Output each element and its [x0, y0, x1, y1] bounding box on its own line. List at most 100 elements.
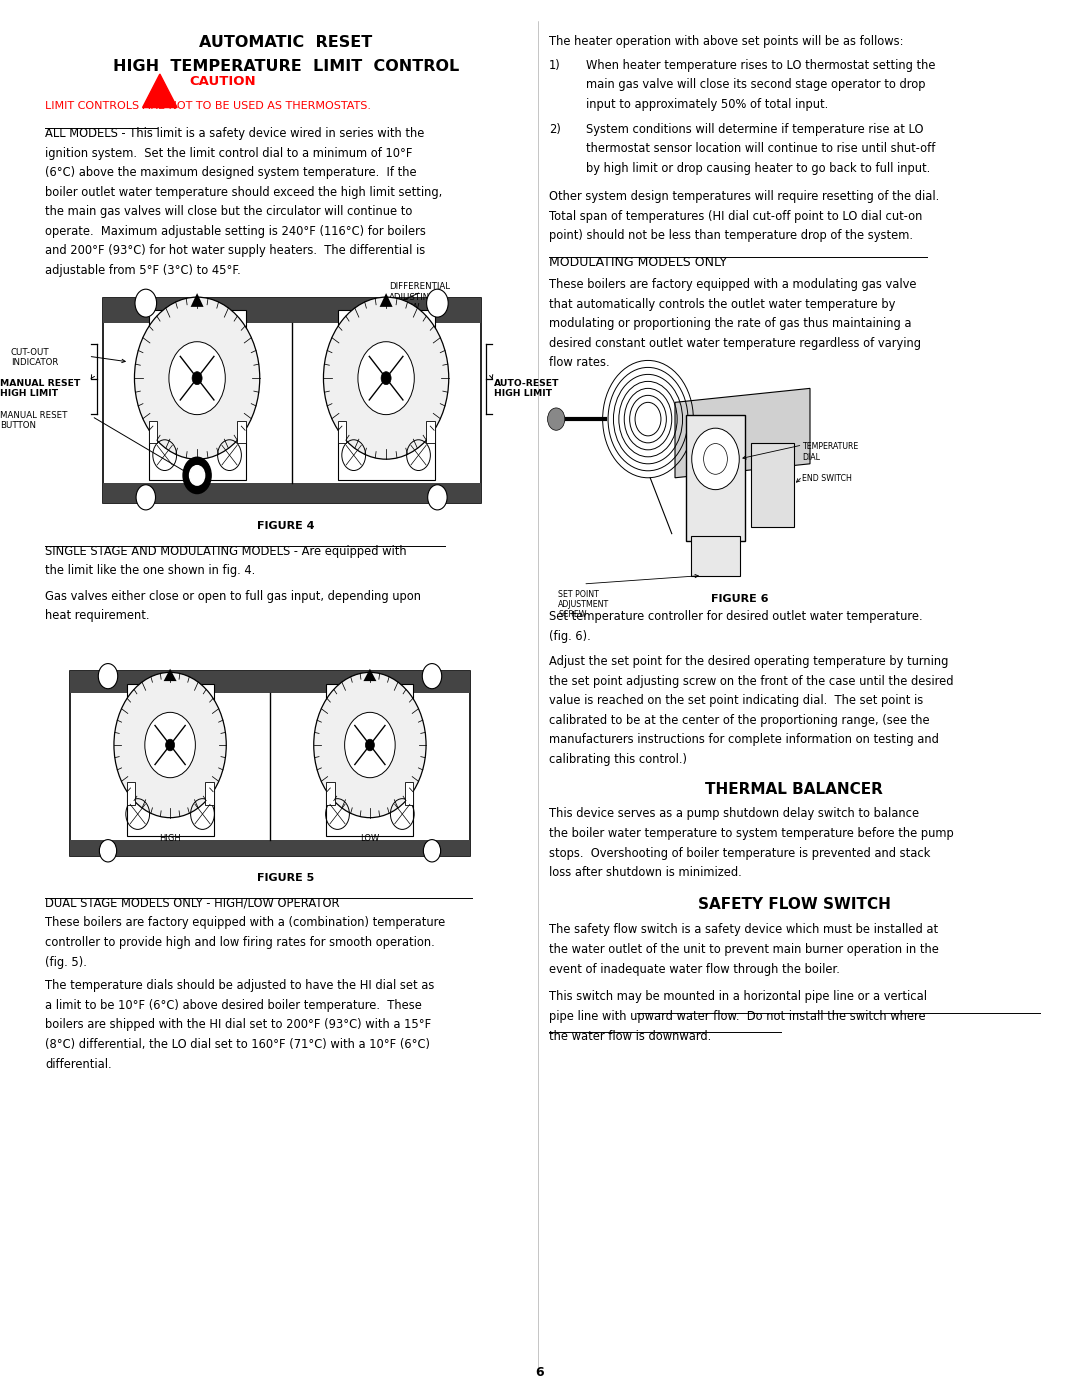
Bar — [149, 310, 245, 479]
Bar — [103, 298, 481, 503]
Text: These boilers are factory equipped with a modulating gas valve: These boilers are factory equipped with … — [549, 278, 916, 291]
Text: Other system design temperatures will require resetting of the dial.: Other system design temperatures will re… — [549, 190, 939, 203]
Text: calibrating this control.): calibrating this control.) — [549, 753, 687, 766]
Polygon shape — [675, 388, 810, 478]
Text: These boilers are factory equipped with a (combination) temperature: These boilers are factory equipped with … — [45, 916, 446, 929]
Text: the water outlet of the unit to prevent main burner operation in the: the water outlet of the unit to prevent … — [549, 943, 939, 956]
Text: THERMAL BALANCER: THERMAL BALANCER — [705, 782, 883, 798]
Text: The heater operation with above set points will be as follows:: The heater operation with above set poin… — [549, 35, 903, 47]
Text: value is reached on the set point indicating dial.  The set point is: value is reached on the set point indica… — [549, 694, 923, 707]
Text: input to approximately 50% of total input.: input to approximately 50% of total inpu… — [586, 98, 828, 110]
Text: HIGH: HIGH — [159, 834, 181, 842]
Bar — [70, 840, 470, 856]
Text: MODULATING MODELS ONLY: MODULATING MODELS ONLY — [549, 256, 727, 268]
Text: Total span of temperatures (HI dial cut-off point to LO dial cut-on: Total span of temperatures (HI dial cut-… — [549, 210, 922, 222]
Bar — [326, 782, 335, 805]
Circle shape — [189, 465, 205, 485]
Text: heat requirement.: heat requirement. — [45, 609, 150, 622]
Circle shape — [134, 298, 260, 460]
Bar — [70, 671, 470, 856]
Text: This switch may be mounted in a horizontal pipe line or a vertical: This switch may be mounted in a horizont… — [549, 990, 927, 1003]
Text: the water flow is downward.: the water flow is downward. — [549, 1030, 711, 1042]
Text: The temperature dials should be adjusted to have the HI dial set as: The temperature dials should be adjusted… — [45, 979, 435, 992]
Text: calibrated to be at the center of the proportioning range, (see the: calibrated to be at the center of the pr… — [549, 714, 929, 726]
Text: (fig. 5).: (fig. 5). — [45, 956, 87, 968]
Text: the boiler water temperature to system temperature before the pump: the boiler water temperature to system t… — [549, 827, 954, 840]
Text: LIMIT CONTROLS ARE NOT TO BE USED AS THERMOSTATS.: LIMIT CONTROLS ARE NOT TO BE USED AS THE… — [45, 101, 372, 110]
Text: When heater temperature rises to LO thermostat setting the: When heater temperature rises to LO ther… — [586, 59, 936, 71]
Circle shape — [548, 408, 565, 430]
Text: SAFETY FLOW SWITCH: SAFETY FLOW SWITCH — [698, 897, 891, 912]
Circle shape — [357, 342, 415, 415]
Bar — [126, 683, 214, 837]
Polygon shape — [363, 669, 377, 682]
Circle shape — [692, 427, 739, 490]
Text: HIGH  TEMPERATURE  LIMIT  CONTROL: HIGH TEMPERATURE LIMIT CONTROL — [112, 59, 459, 74]
Text: 6: 6 — [536, 1366, 544, 1379]
Bar — [103, 483, 481, 503]
Text: FIGURE 4: FIGURE 4 — [257, 521, 314, 531]
Text: boiler outlet water temperature should exceed the high limit setting,: boiler outlet water temperature should e… — [45, 186, 443, 198]
Circle shape — [314, 672, 427, 817]
Bar — [326, 683, 414, 837]
Text: stops.  Overshooting of boiler temperature is prevented and stack: stops. Overshooting of boiler temperatur… — [549, 847, 930, 859]
Circle shape — [135, 289, 157, 317]
Text: event of inadequate water flow through the boiler.: event of inadequate water flow through t… — [549, 963, 839, 975]
Bar — [103, 298, 481, 323]
Text: modulating or proportioning the rate of gas thus maintaining a: modulating or proportioning the rate of … — [549, 317, 912, 330]
Polygon shape — [190, 293, 204, 307]
Bar — [426, 420, 434, 443]
Text: This device serves as a pump shutdown delay switch to balance: This device serves as a pump shutdown de… — [549, 807, 919, 820]
Bar — [751, 443, 794, 527]
Text: operate.  Maximum adjustable setting is 240°F (116°C) for boilers: operate. Maximum adjustable setting is 2… — [45, 225, 427, 237]
Text: END SWITCH: END SWITCH — [802, 474, 852, 482]
Text: loss after shutdown is minimized.: loss after shutdown is minimized. — [549, 866, 741, 879]
Bar — [237, 420, 245, 443]
Polygon shape — [164, 669, 177, 682]
Text: and 200°F (93°C) for hot water supply heaters.  The differential is: and 200°F (93°C) for hot water supply he… — [45, 244, 426, 257]
Bar — [205, 782, 214, 805]
Text: AUTOMATIC  RESET: AUTOMATIC RESET — [199, 35, 373, 50]
Bar — [405, 782, 414, 805]
Polygon shape — [380, 293, 393, 307]
Circle shape — [145, 712, 195, 778]
Circle shape — [365, 739, 375, 750]
Text: LOW: LOW — [361, 834, 379, 842]
Circle shape — [427, 289, 448, 317]
Circle shape — [165, 739, 175, 750]
Bar — [691, 536, 740, 576]
Bar — [338, 420, 347, 443]
Text: (8°C) differential, the LO dial set to 160°F (71°C) with a 10°F (6°C): (8°C) differential, the LO dial set to 1… — [45, 1038, 430, 1051]
Text: SET POINT
ADJUSTMENT
SCREW: SET POINT ADJUSTMENT SCREW — [558, 590, 609, 619]
Text: (6°C) above the maximum designed system temperature.  If the: (6°C) above the maximum designed system … — [45, 166, 417, 179]
Text: MANUAL RESET
BUTTON: MANUAL RESET BUTTON — [0, 411, 67, 430]
Text: TEMPERATURE
DIAL: TEMPERATURE DIAL — [802, 441, 859, 461]
Circle shape — [192, 372, 202, 384]
Text: CUT-OUT
INDICATOR: CUT-OUT INDICATOR — [11, 348, 58, 367]
Text: Set temperature controller for desired outlet water temperature.: Set temperature controller for desired o… — [549, 610, 922, 623]
Text: DIFFERENTIAL
ADJUSTING
SCREW: DIFFERENTIAL ADJUSTING SCREW — [389, 282, 449, 312]
Circle shape — [184, 457, 212, 493]
Circle shape — [114, 672, 227, 817]
Text: differential.: differential. — [45, 1058, 112, 1070]
Text: flow rates.: flow rates. — [549, 356, 609, 369]
Text: FIGURE 6: FIGURE 6 — [711, 594, 769, 604]
Circle shape — [168, 342, 226, 415]
Text: ALL MODELS - This limit is a safety device wired in series with the: ALL MODELS - This limit is a safety devi… — [45, 127, 424, 140]
Text: AUTO-RESET
HIGH LIMIT: AUTO-RESET HIGH LIMIT — [494, 379, 559, 398]
Bar — [149, 420, 158, 443]
Bar — [686, 415, 745, 541]
Text: 1): 1) — [549, 59, 561, 71]
Circle shape — [98, 664, 118, 689]
Text: DUAL STAGE MODELS ONLY - HIGH/LOW OPERATOR: DUAL STAGE MODELS ONLY - HIGH/LOW OPERAT… — [45, 897, 340, 909]
Text: Adjust the set point for the desired operating temperature by turning: Adjust the set point for the desired ope… — [549, 655, 948, 668]
Bar — [126, 782, 135, 805]
Text: MANUAL RESET
HIGH LIMIT: MANUAL RESET HIGH LIMIT — [0, 379, 80, 398]
Text: boilers are shipped with the HI dial set to 200°F (93°C) with a 15°F: boilers are shipped with the HI dial set… — [45, 1018, 432, 1031]
Circle shape — [345, 712, 395, 778]
Text: !: ! — [158, 89, 162, 98]
Text: System conditions will determine if temperature rise at LO: System conditions will determine if temp… — [586, 123, 924, 136]
Text: The safety flow switch is a safety device which must be installed at: The safety flow switch is a safety devic… — [549, 923, 937, 936]
Text: adjustable from 5°F (3°C) to 45°F.: adjustable from 5°F (3°C) to 45°F. — [45, 264, 241, 277]
Text: a limit to be 10°F (6°C) above desired boiler temperature.  These: a limit to be 10°F (6°C) above desired b… — [45, 999, 422, 1011]
